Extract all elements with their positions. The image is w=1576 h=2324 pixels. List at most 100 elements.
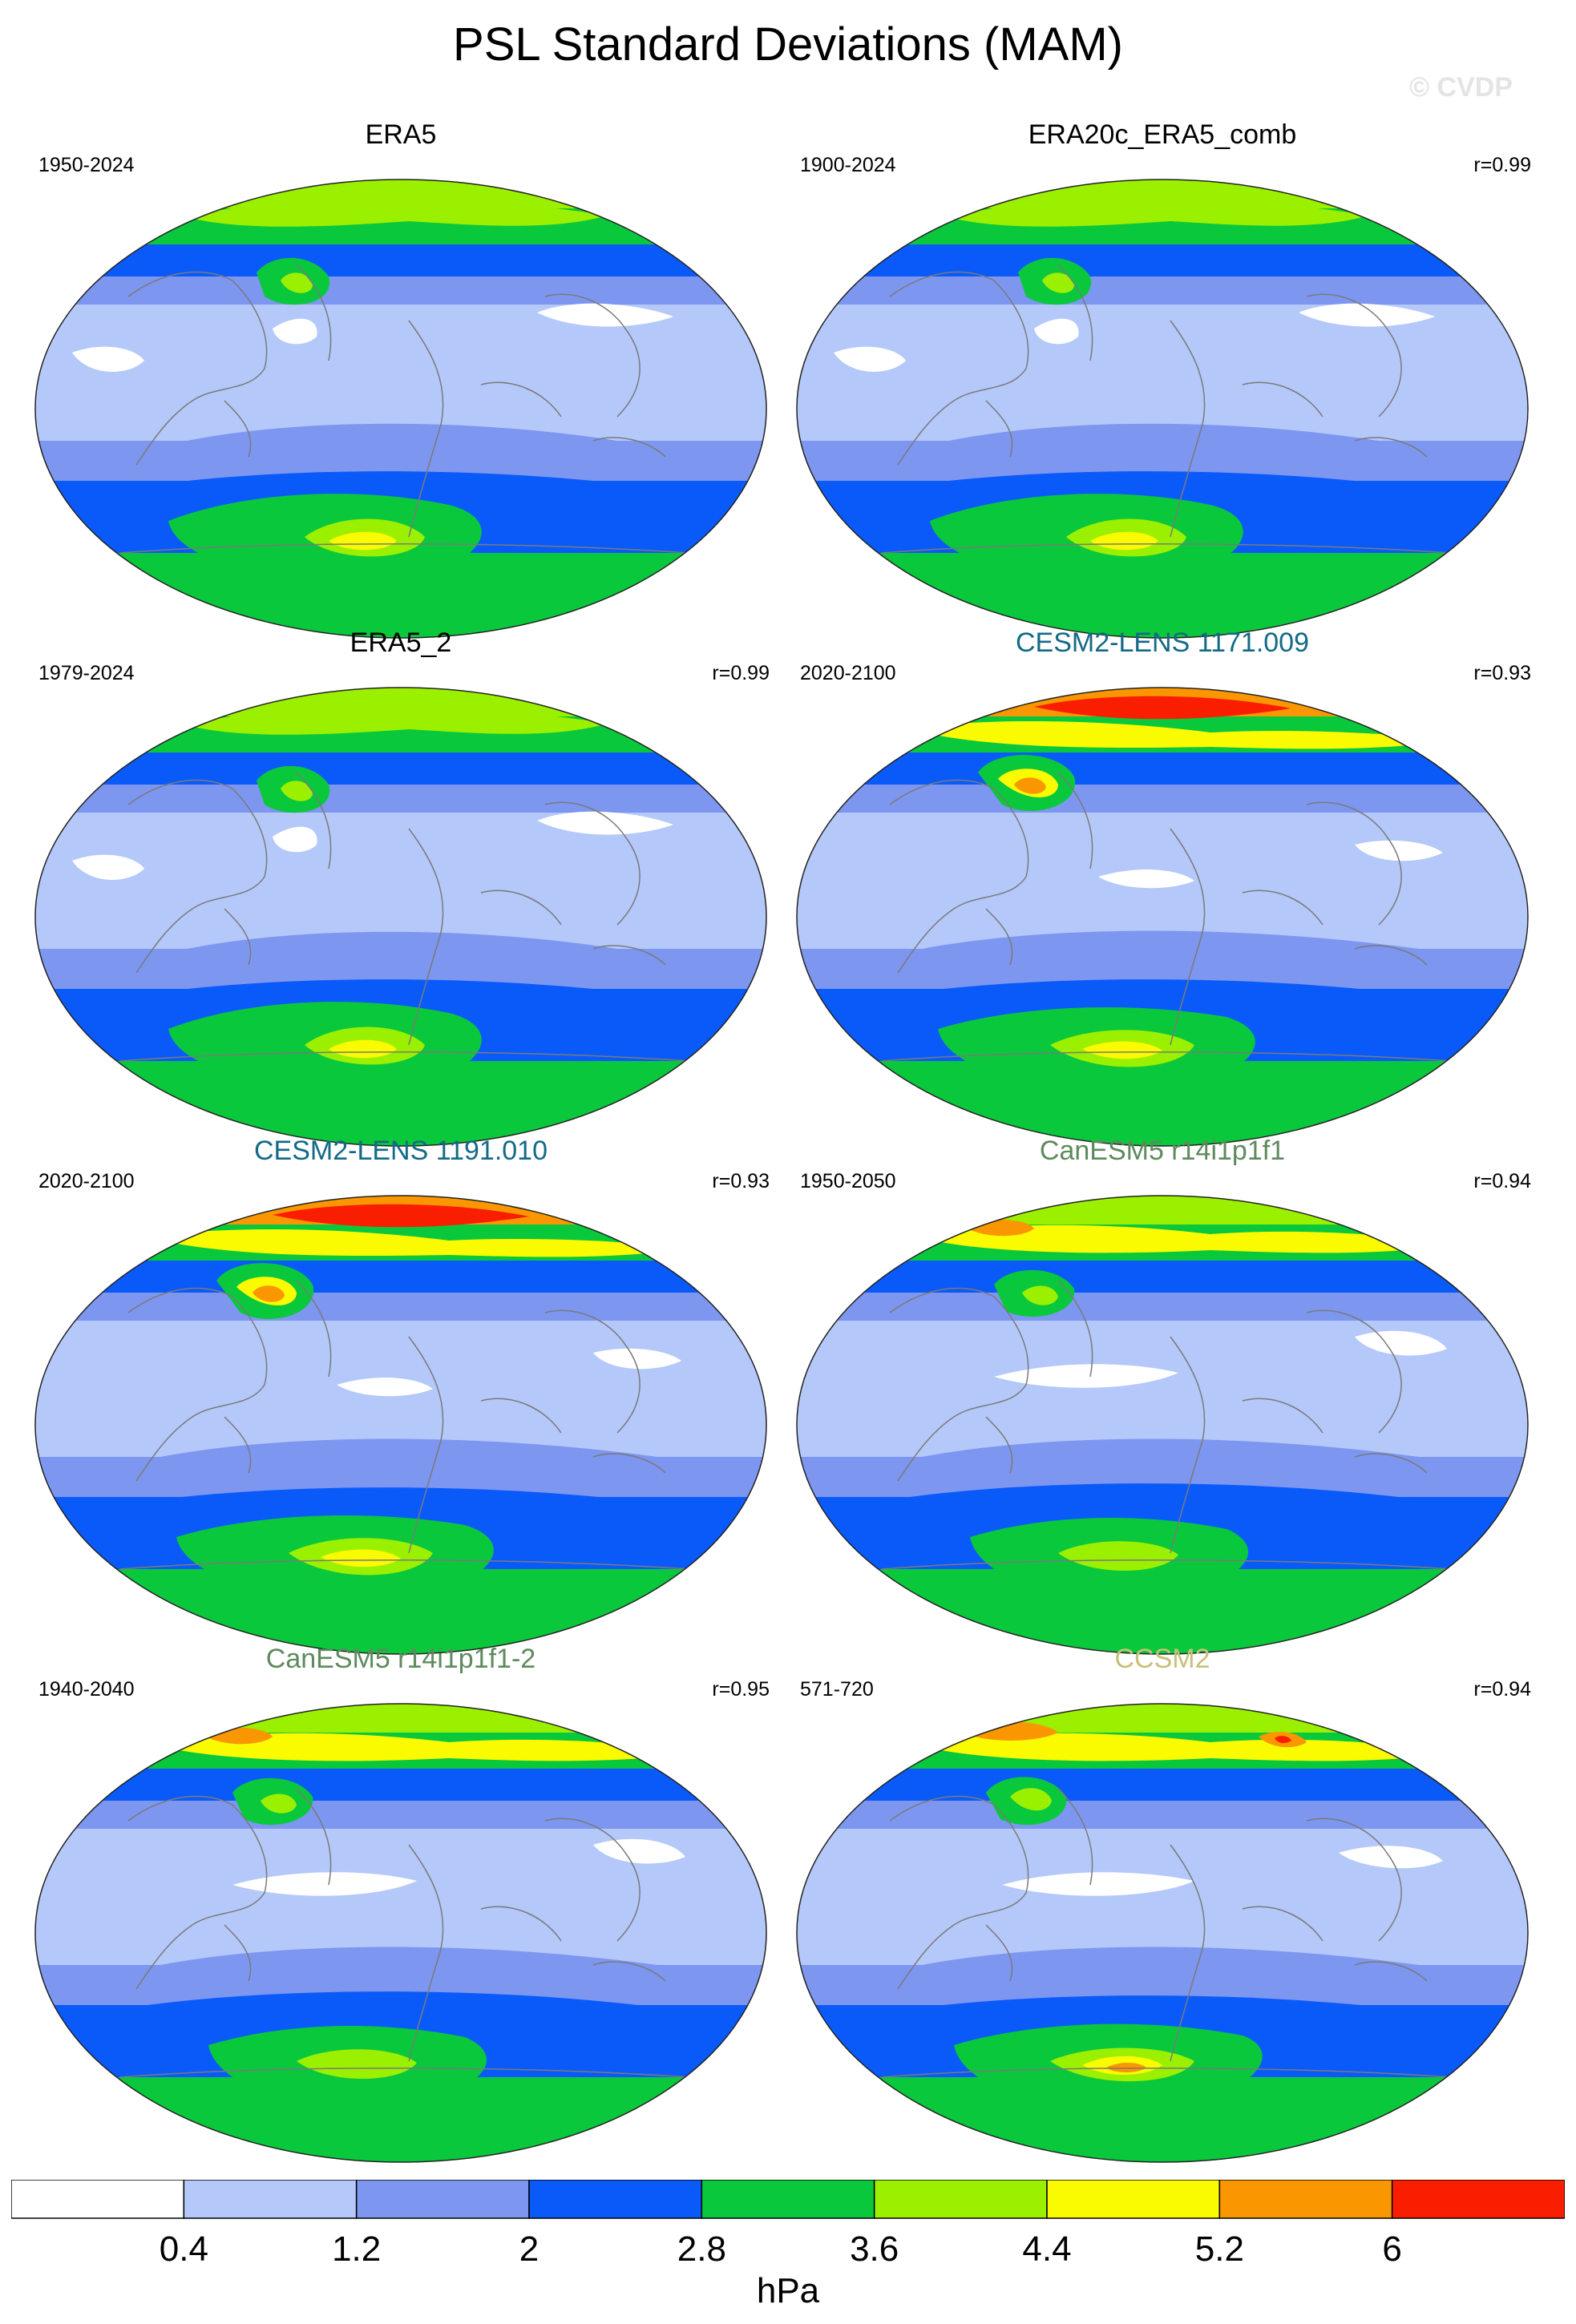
coastline [119, 2068, 690, 2078]
coastline [881, 543, 1452, 554]
std-band [35, 785, 766, 813]
coastline [408, 1336, 444, 1554]
coastline [592, 1453, 666, 1474]
std-contour [160, 1438, 657, 1497]
std-band [797, 276, 1528, 305]
coastline [224, 1924, 252, 1982]
panel-correlation: r=0.94 [1473, 1170, 1531, 1192]
world-map [796, 1703, 1529, 2163]
coastline [119, 1051, 690, 1062]
coastline [296, 1280, 332, 1378]
std-contour [946, 198, 1371, 227]
std-contour [232, 1872, 417, 1896]
std-contour [168, 423, 641, 481]
coastline [1354, 437, 1428, 458]
panel-title: CanESM5 r14i1p1f1-2 [265, 1644, 536, 1674]
colorbar-tick-label: 2.8 [677, 2229, 726, 2269]
std-contour [152, 1733, 689, 1761]
colorbar-swatch [873, 2180, 1048, 2219]
panel-title: CESM2-LENS 1191.010 [253, 1136, 548, 1166]
panel-period: 2020-2100 [800, 662, 896, 684]
std-band [797, 1769, 1528, 1801]
coastline [544, 1309, 641, 1434]
std-contour [321, 1549, 401, 1567]
map-border [34, 687, 767, 1147]
page-title: PSL Standard Deviations (MAM) [453, 18, 1123, 71]
std-contour [1098, 869, 1194, 889]
panel-title: ERA5 [365, 119, 437, 150]
std-contour [1022, 1285, 1058, 1305]
std-contour [537, 303, 673, 327]
map-panel-era20c-era5-comb: ERA20c_ERA5_comb 1900-2024 r=0.99 [794, 119, 1531, 648]
coastline [1242, 1398, 1323, 1434]
coastline [1242, 1906, 1323, 1942]
std-contour [593, 1838, 685, 1864]
coastline [1306, 1309, 1402, 1434]
colorbar-tick-label: 5.2 [1194, 2229, 1244, 2269]
std-contour [914, 1225, 1451, 1253]
watermark: © CVDP [1409, 72, 1513, 103]
std-band [35, 1261, 766, 1293]
std-contour [1002, 1872, 1194, 1896]
panel-correlation: r=0.94 [1473, 1678, 1531, 1701]
std-contour [1082, 1041, 1162, 1059]
coastline [1354, 1453, 1428, 1474]
world-map [796, 687, 1529, 1147]
coastline [544, 801, 641, 926]
std-contour [914, 1733, 1451, 1761]
colorbar-units: hPa [756, 2271, 820, 2310]
coastline [480, 381, 562, 418]
coastline [889, 271, 1029, 466]
coastline [480, 1906, 562, 1942]
std-contour [329, 1039, 397, 1059]
coastline [408, 320, 444, 538]
std-band [35, 1829, 766, 1965]
map-border [796, 687, 1529, 1147]
coastline [1057, 264, 1093, 361]
coastline [985, 1924, 1013, 1982]
world-map [796, 1195, 1529, 1655]
std-band [797, 1293, 1528, 1321]
coastline [224, 908, 252, 966]
coastline [119, 1559, 690, 1570]
std-contour [273, 1204, 529, 1228]
panel-period: 1950-2050 [800, 1170, 896, 1192]
colorbar-tick-label: 6 [1382, 2229, 1402, 2269]
std-contour [930, 423, 1403, 481]
std-contour [1034, 318, 1079, 345]
coastline [296, 772, 332, 869]
coastline [1170, 1336, 1206, 1554]
panel-correlation: r=0.95 [712, 1678, 770, 1701]
map-border [796, 1703, 1529, 2163]
std-band [797, 1704, 1528, 1733]
std-contour [261, 1793, 297, 1814]
std-contour [72, 854, 144, 880]
panel-period: 1950-2024 [38, 154, 135, 176]
std-contour [281, 272, 313, 293]
std-band [35, 244, 766, 276]
std-contour [922, 930, 1419, 989]
coastline [480, 890, 562, 926]
world-map [34, 1195, 767, 1655]
std-contour [253, 1285, 285, 1302]
coastline [1057, 1788, 1093, 1886]
panel-correlation: r=0.99 [1473, 154, 1531, 176]
std-band [797, 1196, 1528, 1225]
world-map [34, 1703, 767, 2163]
coastline [889, 1795, 1029, 1990]
colorbar-tick-label: 3.6 [850, 2229, 899, 2269]
coastline [1354, 1961, 1428, 1982]
coastline [408, 828, 444, 1046]
map-panel-canesm5: CanESM5 r14i1p1f1 1950-2050 r=0.94 [794, 1135, 1531, 1664]
std-band [35, 752, 766, 785]
panel-title: CESM2-LENS 1171.009 [1015, 627, 1309, 658]
std-band [35, 1293, 766, 1321]
std-contour [1339, 1846, 1443, 1869]
std-band [797, 1321, 1528, 1457]
coastline [119, 543, 690, 554]
std-contour [337, 1377, 433, 1397]
colorbar-swatch [528, 2180, 703, 2219]
std-contour [994, 1364, 1178, 1388]
colorbar-tick-label: 0.4 [159, 2229, 208, 2269]
coastline [881, 1051, 1452, 1062]
